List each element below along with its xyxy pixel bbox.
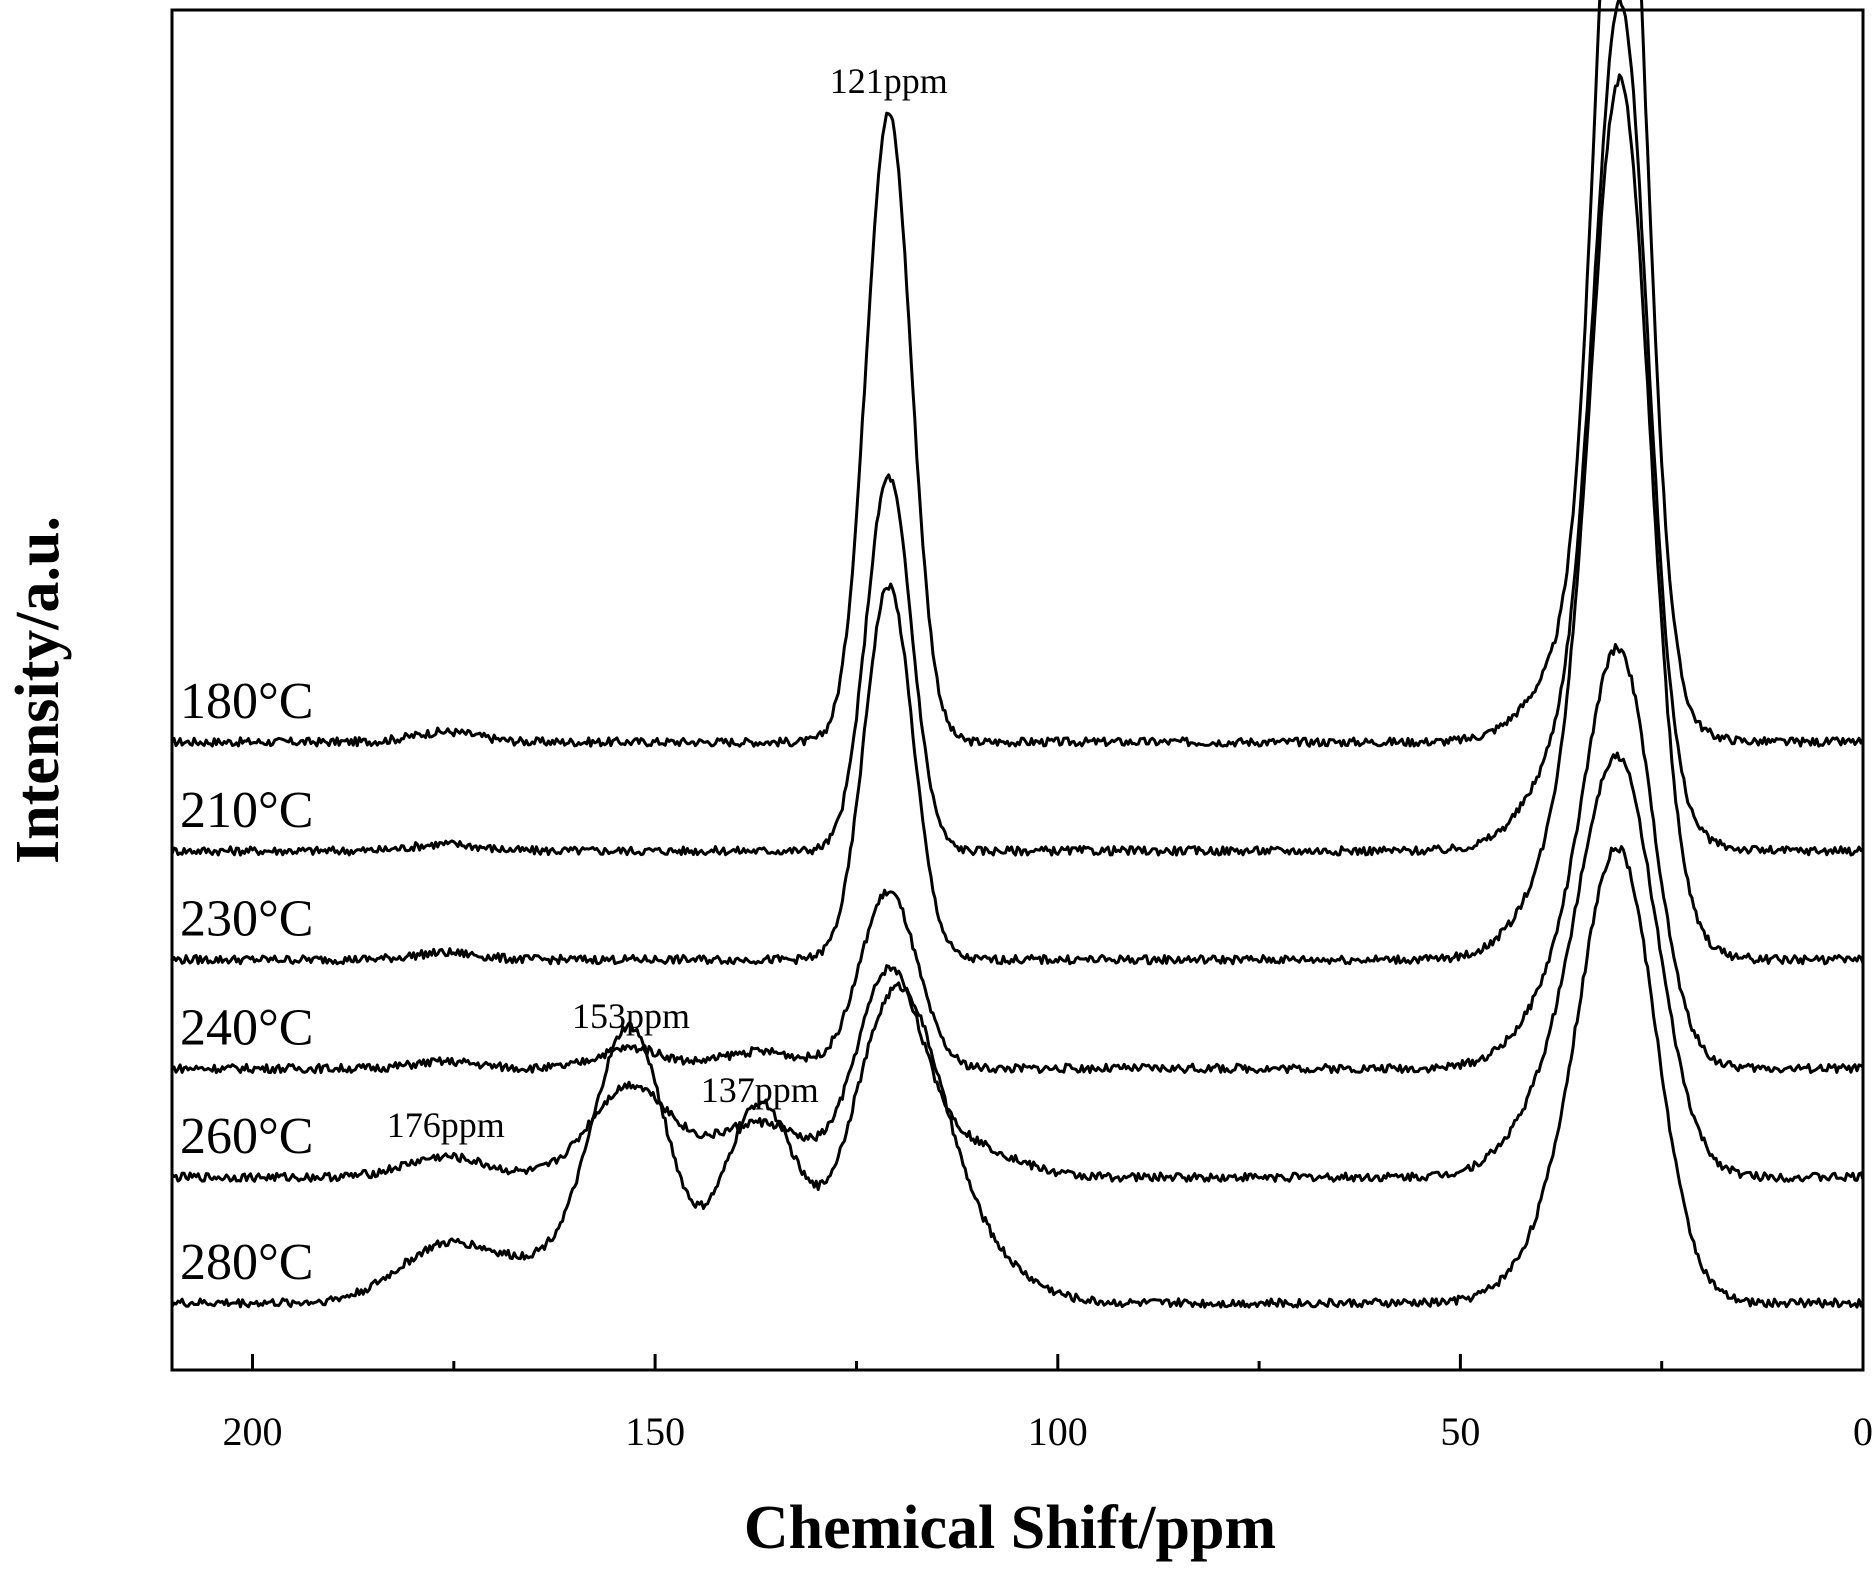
peak-annotation-153ppm: 153ppm <box>572 996 690 1036</box>
peak-annotation-121ppm: 121ppm <box>830 61 948 101</box>
spectrum-line-260c <box>170 751 1865 1183</box>
x-tick-label-200: 200 <box>223 1409 283 1454</box>
spectrum-line-230c <box>170 73 1865 966</box>
plot-frame <box>170 8 1865 1372</box>
series-layer <box>170 0 1865 1309</box>
series-label-280c: 280°C <box>180 1234 313 1291</box>
peak-annotation-137ppm: 137ppm <box>701 1070 819 1110</box>
spectrum-line-280c <box>170 845 1865 1309</box>
x-tick-label-150: 150 <box>625 1409 685 1454</box>
spectrum-line-240c <box>171 643 1865 1075</box>
series-label-260c: 260°C <box>180 1108 313 1165</box>
x-tick-label-100: 100 <box>1028 1409 1088 1454</box>
peak-annotation-176ppm: 176ppm <box>387 1105 505 1145</box>
x-axis: 200 150 100 50 0 <box>223 1354 1872 1454</box>
peak-annotations: 30ppm121ppm153ppm137ppm176ppm <box>387 61 948 1145</box>
spectrum-line-210c <box>170 0 1864 857</box>
series-label-240c: 240°C <box>180 999 313 1056</box>
series-label-210c: 210°C <box>180 782 313 839</box>
y-axis-title: Intensity/a.u. <box>4 516 72 864</box>
spectrum-line-180c <box>171 0 1865 748</box>
series-label-230c: 230°C <box>180 891 313 948</box>
series-labels: 180°C 210°C 230°C 240°C 260°C 280°C <box>180 673 313 1291</box>
x-tick-label-50: 50 <box>1440 1409 1480 1454</box>
x-tick-label-0: 0 <box>1853 1409 1872 1454</box>
series-label-180c: 180°C <box>180 673 313 730</box>
x-axis-title: Chemical Shift/ppm <box>744 1494 1276 1562</box>
